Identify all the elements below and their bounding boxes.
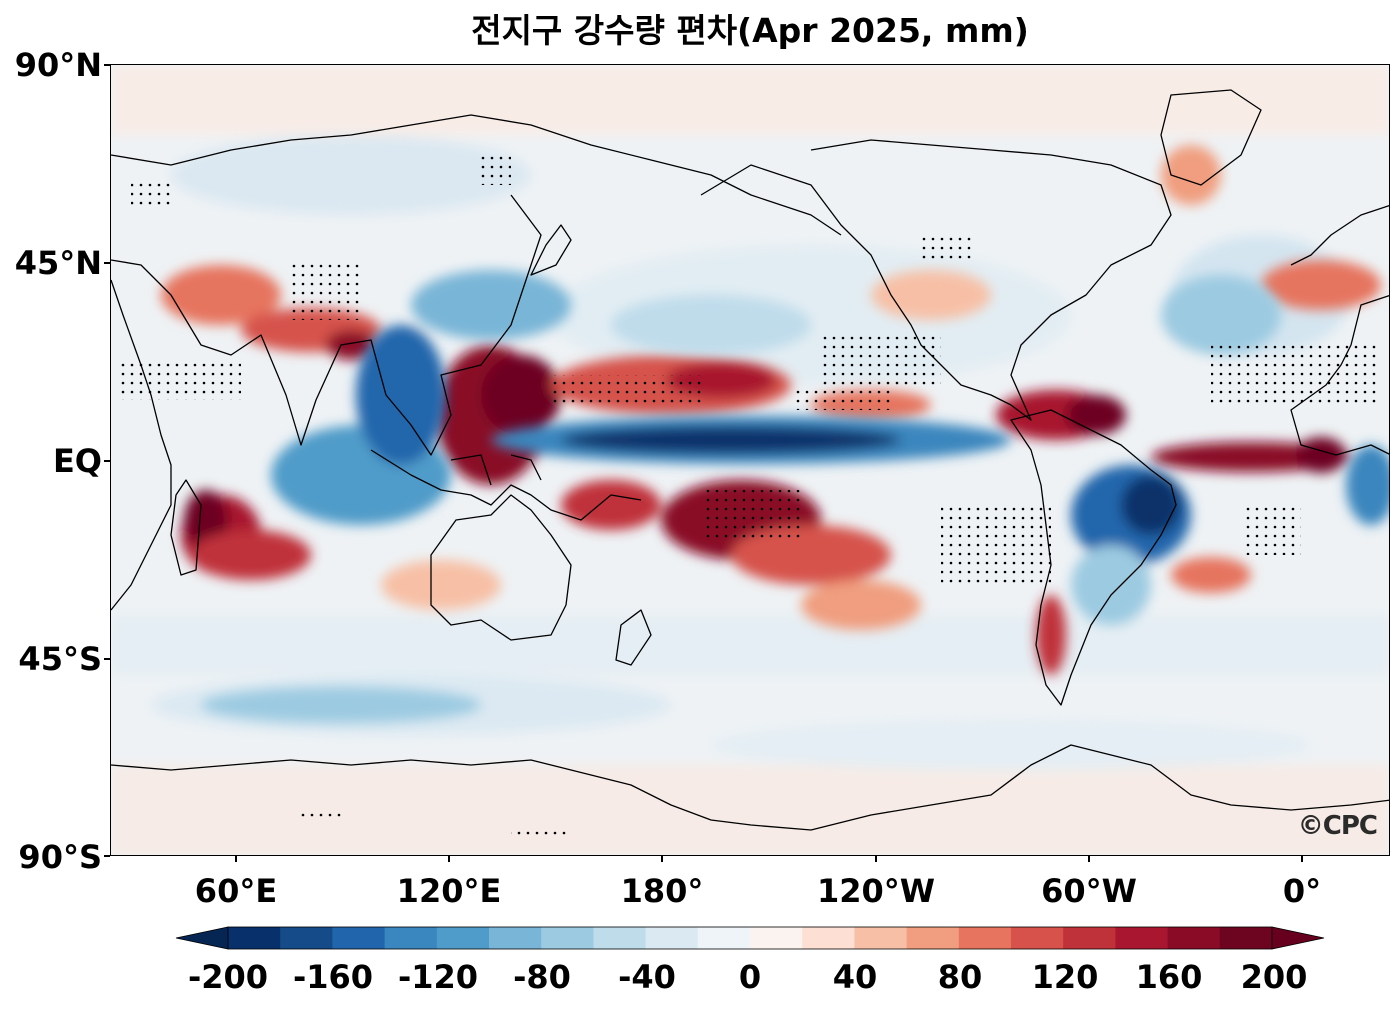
map-title: 전지구 강수량 편차(Apr 2025, mm): [471, 11, 1029, 50]
colorbar-swatch: [489, 927, 542, 949]
colorbar-swatch: [541, 927, 594, 949]
lat-label-45n: 45°N: [14, 244, 102, 282]
colorbar-swatch: [906, 927, 960, 949]
lon-tick: [1301, 856, 1303, 862]
anomaly-field: [111, 65, 1389, 855]
positive-anomalies: [161, 145, 1381, 675]
colorbar-swatch: [593, 927, 647, 949]
colorbar-swatch: [1011, 927, 1064, 949]
colorbar-swatch: [802, 927, 855, 949]
lat-tick: [104, 262, 110, 264]
colorbar: [175, 926, 1325, 950]
lat-tick: [104, 658, 110, 660]
colorbar-swatch: [1219, 927, 1273, 949]
colorbar-swatch: [1167, 927, 1221, 949]
colorbar-extend-max: [1271, 926, 1325, 950]
colorbar-tick-label: 80: [937, 958, 983, 996]
colorbar-tick-label: -160: [292, 958, 374, 996]
colorbar-swatch: [1115, 927, 1169, 949]
cpc-logo: ©CPC: [1297, 811, 1378, 841]
colorbar-swatch: [332, 927, 386, 949]
colorbar-swatch: [750, 927, 803, 949]
lon-tick: [1088, 856, 1090, 862]
colorbar-tick-label: -40: [618, 958, 676, 996]
colorbar-swatch: [280, 927, 333, 949]
colorbar-swatch: [958, 927, 1012, 949]
colorbar-swatch: [384, 927, 438, 949]
negative-anomalies: [201, 270, 1389, 723]
colorbar-swatch: [228, 927, 281, 949]
lon-label-60e: 60°E: [194, 872, 278, 910]
lon-tick: [448, 856, 450, 862]
colorbar-tick-label: 160: [1135, 958, 1203, 996]
colorbar-extend-min: [175, 926, 229, 950]
colorbar-tick-label: 40: [832, 958, 878, 996]
lat-label-45s: 45°S: [18, 640, 102, 678]
lat-label-eq: EQ: [52, 442, 102, 480]
lat-tick: [104, 64, 110, 66]
colorbar-swatch: [854, 927, 908, 949]
colorbar-tick-label: 0: [738, 958, 762, 996]
colorbar-border: [227, 926, 1273, 950]
colorbar-tick-label: -200: [187, 958, 269, 996]
colorbar-tick-label: -120: [397, 958, 479, 996]
precipitation-anomaly-map: ©CPC: [110, 64, 1390, 856]
colorbar-swatch: [1063, 927, 1116, 949]
lon-label-180: 180°: [620, 872, 704, 910]
lat-label-90s: 90°S: [18, 838, 102, 876]
lon-tick: [661, 856, 663, 862]
colorbar-tick-label: 200: [1240, 958, 1308, 996]
significance-stippling: [121, 155, 1381, 838]
lat-tick: [104, 460, 110, 462]
colorbar-tick-label: 120: [1031, 958, 1099, 996]
colorbar-swatch: [697, 927, 751, 949]
lon-tick: [235, 856, 237, 862]
lon-label-60w: 60°W: [1041, 872, 1137, 910]
lon-label-120e: 120°E: [396, 872, 502, 910]
lat-tick: [104, 855, 110, 857]
colorbar-swatch: [645, 927, 699, 949]
lon-label-0: 0°: [1282, 872, 1322, 910]
lat-label-90n: 90°N: [14, 46, 102, 84]
coastlines: [111, 89, 1389, 831]
lon-tick: [875, 856, 877, 862]
lon-label-120w: 120°W: [816, 872, 936, 910]
colorbar-tick-label: -80: [513, 958, 571, 996]
colorbar-swatch: [436, 927, 490, 949]
